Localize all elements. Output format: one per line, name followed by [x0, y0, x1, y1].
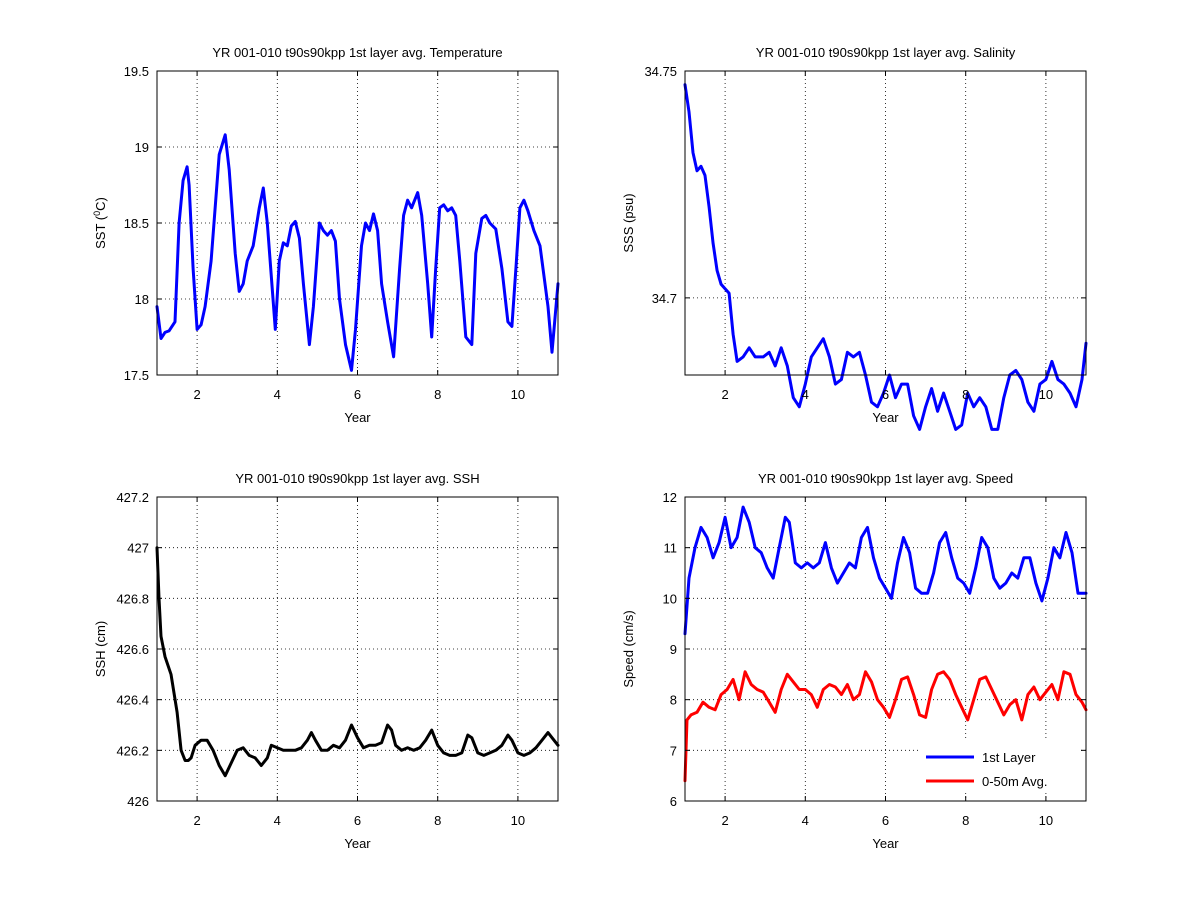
x-tick-label: 8 [434, 387, 441, 402]
x-tick-label: 10 [511, 387, 525, 402]
x-tick-label: 6 [354, 387, 361, 402]
chart-title: YR 001-010 t90s90kpp 1st layer avg. SSH [235, 471, 479, 486]
y-tick-label: 8 [670, 693, 677, 708]
chart-title: YR 001-010 t90s90kpp 1st layer avg. Temp… [212, 45, 502, 60]
y-tick-label: 426.4 [116, 693, 149, 708]
chart-panel-3: 2 4 6 8 10 426 426.2 426.4 426.6 426.8 427 427.2 YR … [93, 471, 560, 851]
y-axis-label: Speed (cm/s) [621, 610, 636, 687]
y-tick-label: 9 [670, 642, 677, 657]
x-tick-label: 8 [962, 813, 969, 828]
y-tick-label: 12 [663, 490, 677, 505]
y-tick-label: 34.75 [644, 64, 677, 79]
y-tick-label: 426.8 [116, 591, 149, 606]
x-tick-label: 4 [802, 813, 809, 828]
y-tick-label: 19.5 [124, 64, 149, 79]
series-line-2 [683, 670, 1088, 783]
chart-panel-2: 2 4 6 8 10 34.7 34.75 YR 001-010 t90s90kpp 1st … [621, 45, 1088, 431]
series-line-1 [155, 133, 560, 372]
y-tick-label: 426.2 [116, 743, 149, 758]
y-tick-label: 18 [135, 292, 149, 307]
chart-legend: 1st Layer 0-50m Avg. [918, 741, 1078, 793]
y-tick-label: 17.5 [124, 368, 149, 383]
x-tick-label: 8 [434, 813, 441, 828]
legend-box [918, 741, 1078, 793]
legend-label: 0-50m Avg. [982, 774, 1048, 789]
chart-panel-1: 2 4 6 8 10 17.5 18 18.5 19 19.5 YR 001-010 t90s90k… [92, 45, 560, 425]
x-tick-label: 6 [882, 813, 889, 828]
legend-label: 1st Layer [982, 750, 1036, 765]
chart-title: YR 001-010 t90s90kpp 1st layer avg. Spee… [758, 471, 1013, 486]
y-tick-label: 19 [135, 140, 149, 155]
chart-panel-4: 2 4 6 8 10 6 7 8 9 10 11 12 YR 001-010 t90s90kpp 1st… [621, 471, 1088, 851]
y-tick-label: 34.7 [652, 291, 677, 306]
x-tick-label: 10 [1039, 387, 1053, 402]
y-tick-label: 427 [127, 541, 149, 556]
y-tick-label: 426 [127, 794, 149, 809]
y-tick-label: 10 [663, 591, 677, 606]
x-axis-label: Year [344, 836, 371, 851]
y-tick-label: 18.5 [124, 216, 149, 231]
x-axis-label: Year [872, 836, 899, 851]
y-tick-label: 427.2 [116, 490, 149, 505]
x-tick-label: 10 [1039, 813, 1053, 828]
y-tick-label: 6 [670, 794, 677, 809]
series-line-1 [683, 505, 1088, 636]
x-tick-label: 4 [274, 387, 281, 402]
x-tick-label: 2 [721, 387, 728, 402]
x-tick-label: 2 [193, 387, 200, 402]
y-axis-label: SSH (cm) [93, 621, 108, 677]
x-tick-label: 6 [354, 813, 361, 828]
series-line-1 [155, 546, 560, 778]
x-tick-label: 6 [882, 387, 889, 402]
x-tick-label: 4 [802, 387, 809, 402]
series-line-1 [683, 83, 1088, 431]
x-tick-label: 10 [511, 813, 525, 828]
y-tick-label: 426.6 [116, 642, 149, 657]
x-axis-label: Year [344, 410, 371, 425]
x-tick-label: 2 [721, 813, 728, 828]
chart-title: YR 001-010 t90s90kpp 1st layer avg. Sali… [756, 45, 1016, 60]
x-tick-label: 8 [962, 387, 969, 402]
x-tick-label: 2 [193, 813, 200, 828]
y-tick-label: 11 [664, 541, 678, 556]
x-axis-label: Year [872, 410, 899, 425]
y-axis-label: SST (0C) [92, 197, 108, 249]
y-tick-label: 7 [670, 743, 677, 758]
x-tick-label: 4 [274, 813, 281, 828]
y-axis-label: SSS (psu) [621, 193, 636, 252]
